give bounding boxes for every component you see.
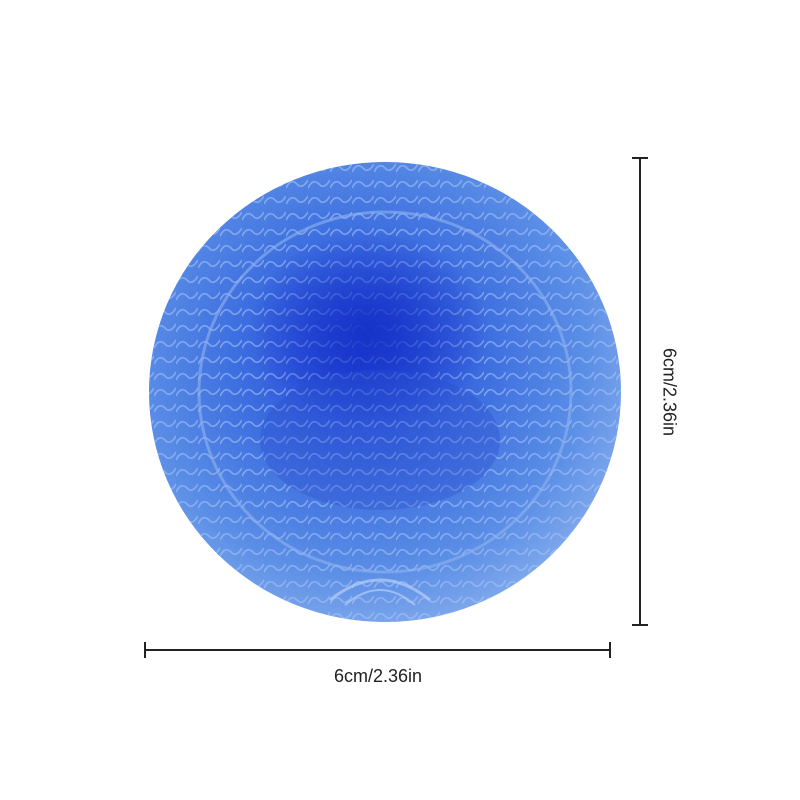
glass-disc xyxy=(149,162,621,622)
height-dimension xyxy=(632,157,648,626)
width-dimension xyxy=(144,642,611,658)
width-label: 6cm/2.36in xyxy=(334,666,422,686)
height-label: 6cm/2.36in xyxy=(659,348,679,436)
